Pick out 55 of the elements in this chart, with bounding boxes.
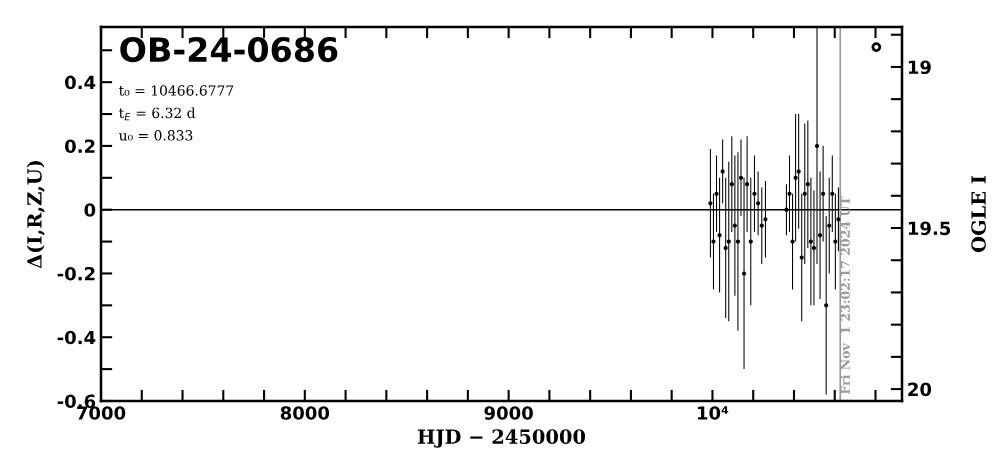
point <box>732 223 737 228</box>
y-tick-label: -0.4 <box>57 330 96 345</box>
point <box>814 143 820 149</box>
point <box>793 175 798 180</box>
point <box>763 217 768 222</box>
y-tick-label: 0.2 <box>65 139 95 154</box>
y2-axis-title: OGLE I <box>971 175 986 253</box>
x-tick-label: 9000 <box>484 406 533 420</box>
point <box>827 223 832 228</box>
point <box>756 201 761 206</box>
y2-tick-label: 19 <box>908 60 931 75</box>
y2-tick-label: 19.5 <box>908 221 951 236</box>
point <box>784 207 789 212</box>
x-axis-title: HJD − 2450000 <box>417 429 586 448</box>
point <box>817 233 823 238</box>
point <box>799 255 804 260</box>
point <box>738 175 744 180</box>
point <box>726 239 731 244</box>
point <box>808 239 813 244</box>
annotation: t₀ = 10466.6777 <box>119 85 234 96</box>
point <box>824 303 829 308</box>
point <box>802 191 807 196</box>
annotation: u₀ = 0.833 <box>119 130 193 141</box>
y-tick-label: -0.2 <box>57 266 95 281</box>
y-tick-label: 0.4 <box>65 75 96 90</box>
point <box>787 191 792 196</box>
point <box>714 191 719 196</box>
point <box>790 239 795 244</box>
y-tick-label: 0 <box>84 203 96 217</box>
point <box>741 271 747 276</box>
point <box>821 191 826 196</box>
y2-tick-label: 20 <box>908 382 932 397</box>
annotation: t$_{E}$ = 6.32 d <box>119 107 196 121</box>
x-tick-label: 10⁴ <box>697 406 729 420</box>
y-axis-title: Δ(I,R,Z,U) <box>26 160 45 269</box>
point <box>711 239 716 244</box>
point <box>717 233 722 238</box>
point <box>805 182 810 187</box>
point <box>729 182 734 187</box>
point <box>708 201 713 206</box>
point <box>833 239 838 244</box>
point <box>811 245 817 251</box>
point <box>735 239 741 244</box>
point <box>871 42 882 52</box>
point <box>748 239 753 244</box>
point <box>723 245 728 251</box>
chart-title: OB-24-0686 <box>120 36 338 63</box>
x-tick-label: 8000 <box>280 406 330 420</box>
point <box>745 182 750 187</box>
point <box>759 223 764 228</box>
point <box>796 169 801 174</box>
point <box>836 217 841 222</box>
point <box>720 169 725 174</box>
point <box>752 191 757 196</box>
point <box>830 191 835 196</box>
